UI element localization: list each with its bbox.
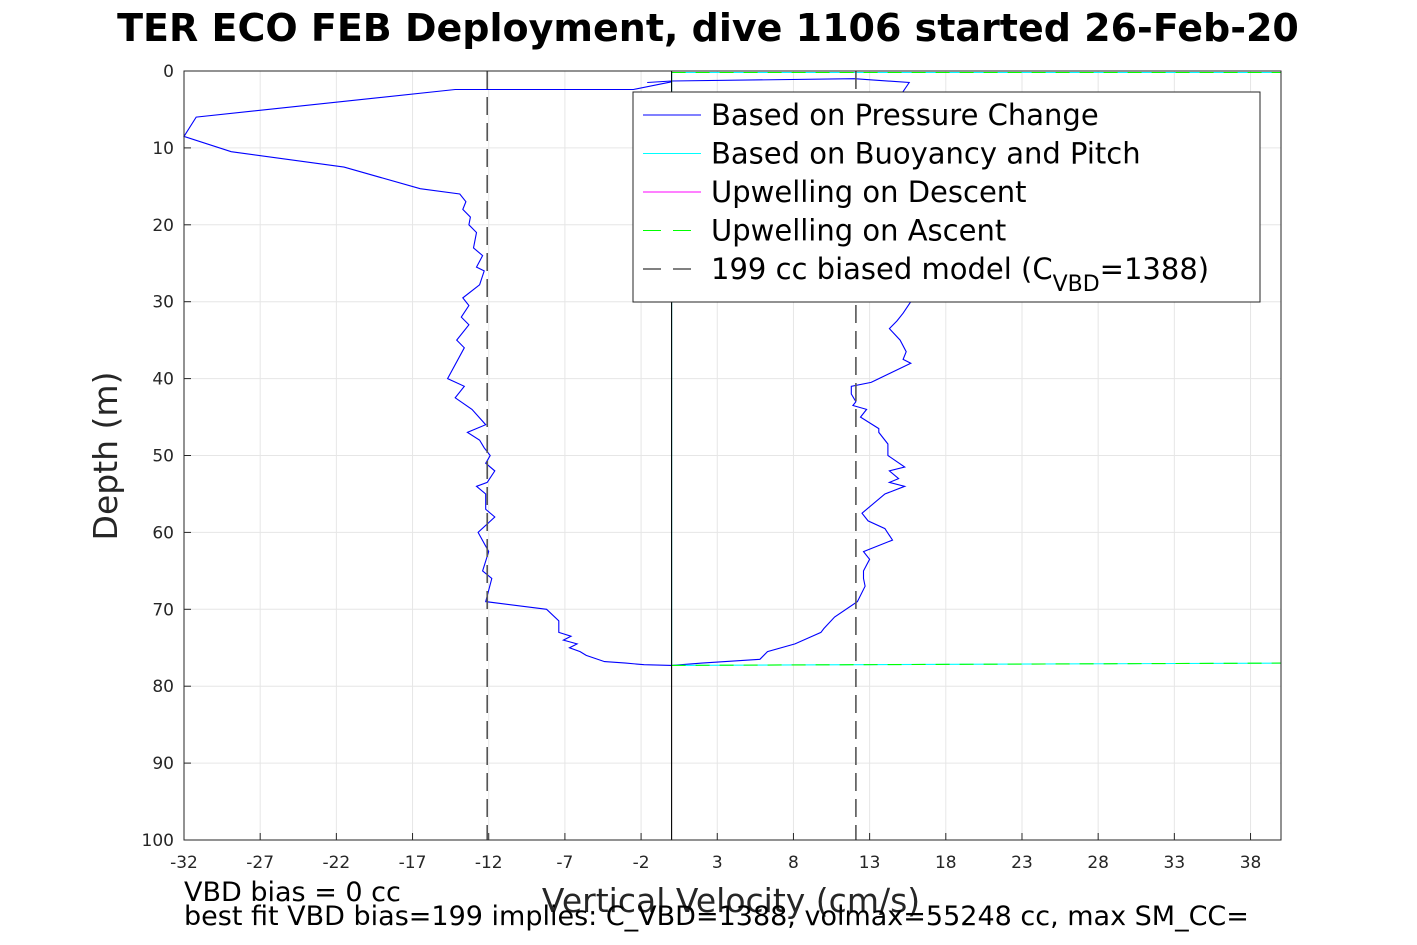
series-line-1	[647, 78, 916, 666]
legend-label: Based on Buoyancy and Pitch	[711, 137, 1141, 171]
y-tick-label: 70	[152, 600, 174, 620]
y-axis-label: Depth (m)	[86, 372, 125, 541]
y-tick-label: 100	[142, 831, 174, 851]
y-tick-label: 80	[152, 677, 174, 697]
x-axis-label: Vertical Velocity (cm/s)	[542, 881, 920, 920]
legend-label-subscript: VBD	[1053, 272, 1100, 297]
x-tick-label: -7	[556, 853, 573, 873]
y-tick-label: 20	[152, 216, 174, 236]
x-tick-label: -27	[246, 853, 274, 873]
legend: Based on Pressure Change Based on Buoyanc…	[632, 91, 1261, 303]
y-tick-label: 10	[152, 139, 174, 159]
x-tick-label: -32	[170, 853, 198, 873]
footer-best-fit: best fit VBD bias=199 implies: C_VBD=138…	[184, 901, 1249, 932]
series-line-0	[183, 81, 672, 666]
y-tick-label: 40	[152, 370, 174, 390]
y-tick-label: 60	[152, 523, 174, 543]
legend-label: Upwelling on Ascent	[711, 214, 1006, 248]
legend-label-prefix: 199 cc biased model (C	[711, 252, 1053, 286]
y-tick-label: 50	[152, 447, 174, 467]
x-tick-label: 23	[1011, 853, 1033, 873]
y-tick-label: 30	[152, 293, 174, 313]
footer-vbd-bias: VBD bias = 0 cc	[184, 877, 401, 908]
x-tick-label: 8	[788, 853, 799, 873]
x-tick-label: -12	[475, 853, 503, 873]
legend-label: Based on Pressure Change	[711, 98, 1099, 132]
x-tick-label: 28	[1087, 853, 1109, 873]
y-tick-label: 90	[152, 754, 174, 774]
x-tick-label: 33	[1164, 853, 1186, 873]
chart-title: TER ECO FEB Deployment, dive 1106 starte…	[117, 6, 1299, 50]
legend-label-suffix: =1388)	[1100, 252, 1209, 286]
x-tick-label: 3	[712, 853, 723, 873]
legend-label: Upwelling on Descent	[711, 175, 1027, 209]
x-tick-label: 38	[1240, 853, 1262, 873]
axis-ticks: -32 -27 -22 -17 -12 -7 -2 3 8 13 18 23 28 33 380102030…	[142, 62, 1262, 873]
y-tick-label: 0	[163, 62, 174, 82]
legend-box	[632, 91, 1261, 303]
x-tick-label: -22	[322, 853, 350, 873]
series-layer	[183, 71, 1282, 840]
x-tick-label: 13	[859, 853, 881, 873]
series-line-5	[671, 662, 1282, 666]
x-tick-label: -17	[399, 853, 427, 873]
x-tick-label: 18	[935, 853, 957, 873]
x-tick-label: -2	[633, 853, 650, 873]
legend-label: 199 cc biased model (CVBD=1388)	[711, 252, 1209, 297]
